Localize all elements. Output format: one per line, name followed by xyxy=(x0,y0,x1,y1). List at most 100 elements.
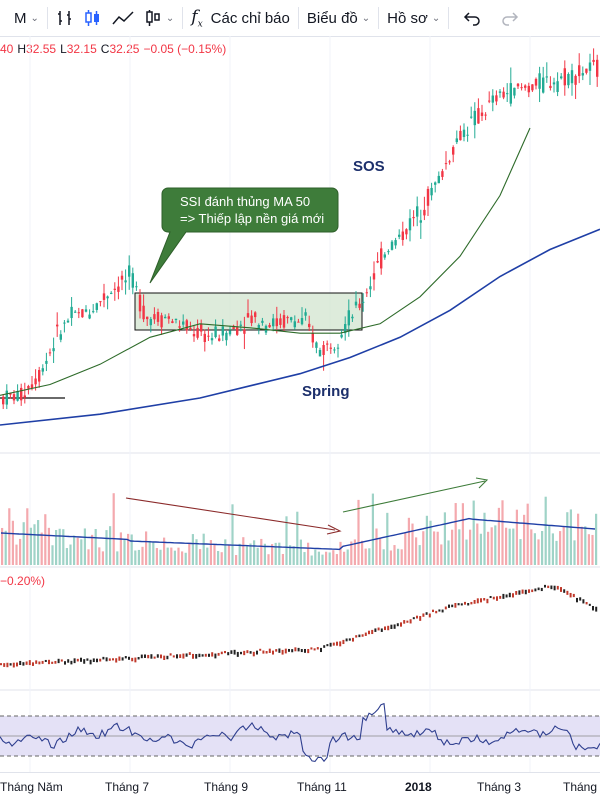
chart-menu-button[interactable]: Biểu đồ ⌄ xyxy=(307,0,370,36)
candle-body xyxy=(588,62,592,71)
line-chart-type-icon[interactable] xyxy=(112,0,134,36)
volume-bar xyxy=(476,523,479,565)
comparison-mark xyxy=(32,662,34,666)
comparison-mark xyxy=(288,648,290,652)
divider xyxy=(182,7,184,29)
comparison-mark xyxy=(73,658,76,664)
chart-canvas[interactable]: SSI đánh thủng MA 50 => Thiếp lập nền gi… xyxy=(0,0,600,772)
change-value: −0.05 (−0.15%) xyxy=(143,42,227,56)
volume-bar xyxy=(249,543,252,565)
candle-body xyxy=(74,311,77,313)
comparison-mark xyxy=(588,603,591,606)
period-button[interactable]: M ⌄ xyxy=(14,0,39,36)
candle-body xyxy=(275,318,278,327)
comparison-mark xyxy=(313,648,316,651)
comparison-mark xyxy=(332,642,335,646)
candle-body xyxy=(480,112,484,116)
volume-bar xyxy=(422,531,425,565)
candle-body xyxy=(41,368,44,372)
candle-body xyxy=(38,370,41,382)
candles-chart-type-icon[interactable] xyxy=(84,0,102,36)
comparison-mark xyxy=(80,657,82,662)
volume-bar xyxy=(213,544,216,565)
volume-bar xyxy=(465,539,468,565)
volume-bar xyxy=(62,529,65,565)
comparison-mark xyxy=(83,659,86,664)
chevron-down-icon: ⌄ xyxy=(165,12,175,24)
high-label: H xyxy=(17,42,27,56)
volume-bar xyxy=(101,551,104,565)
volume-bar xyxy=(541,530,544,565)
comparison-mark xyxy=(124,656,127,659)
comparison-mark xyxy=(387,625,390,631)
volume-bar xyxy=(191,534,194,565)
candle-body xyxy=(286,317,289,319)
volume-bar xyxy=(555,540,558,565)
candle-body xyxy=(329,347,332,349)
candle-body xyxy=(524,85,527,88)
candle-body xyxy=(203,333,206,343)
comparison-mark xyxy=(240,651,242,655)
volume-bar xyxy=(479,533,482,565)
volume-bar xyxy=(202,533,205,565)
comparison-mark xyxy=(108,658,111,661)
indicators-label: Các chỉ báo xyxy=(210,9,290,27)
tick-label: Tháng 11 xyxy=(297,780,347,794)
candle-body xyxy=(272,318,275,327)
volume-bar xyxy=(548,524,551,565)
volume-bar xyxy=(346,549,349,565)
volume-bar xyxy=(429,520,432,565)
comparison-mark xyxy=(233,649,236,655)
candle-body xyxy=(336,347,340,349)
volume-bar xyxy=(137,549,140,565)
volume-bar xyxy=(317,551,320,565)
profile-menu-button[interactable]: Hồ sơ ⌄ xyxy=(387,0,440,36)
comparison-mark xyxy=(60,659,63,662)
time-axis: Tháng Năm Tháng 7 Tháng 9 Tháng 11 2018 … xyxy=(0,772,600,801)
candle-body xyxy=(351,316,354,319)
comparison-mark xyxy=(579,597,582,601)
candle-body xyxy=(164,316,167,319)
chart-menu-label: Biểu đồ xyxy=(306,9,358,27)
candle-body xyxy=(437,175,440,184)
comparison-mark xyxy=(364,632,367,636)
candle-body xyxy=(243,329,246,334)
spring-label: Spring xyxy=(302,383,350,400)
volume-bar xyxy=(595,513,598,565)
indicators-button[interactable]: fx Các chỉ báo xyxy=(191,0,290,36)
comparison-mark xyxy=(92,658,95,663)
volume-bar xyxy=(386,512,389,565)
candle-body xyxy=(23,395,26,398)
comparison-mark xyxy=(380,628,383,632)
comparison-mark xyxy=(534,588,537,592)
redo-icon[interactable] xyxy=(501,0,519,36)
volume-bar xyxy=(569,509,572,565)
candle-body xyxy=(308,323,311,328)
comparison-mark xyxy=(508,592,511,598)
volume-bar xyxy=(105,530,108,565)
volume-bar xyxy=(58,528,61,565)
undo-icon[interactable] xyxy=(463,0,481,36)
candlesticks xyxy=(2,48,599,410)
volume-bar xyxy=(141,546,144,565)
bar-chart-type-icon[interactable] xyxy=(56,0,74,36)
comparison-mark xyxy=(563,589,566,593)
comparison-mark xyxy=(188,652,191,655)
candle-body xyxy=(124,280,127,283)
comparison-mark xyxy=(422,613,425,617)
volume-bar xyxy=(163,537,166,565)
volume-bar xyxy=(235,555,238,565)
volume-bar xyxy=(278,542,281,565)
comparison-mark xyxy=(480,598,482,603)
candle-body xyxy=(387,251,390,253)
candle-body xyxy=(171,321,174,324)
comparison-mark xyxy=(425,612,428,615)
volume-bar xyxy=(116,551,119,565)
volume-bar xyxy=(404,533,407,565)
candle-body xyxy=(430,187,433,196)
hollow-candles-icon[interactable]: ⌄ xyxy=(144,0,174,36)
volume-bar xyxy=(195,539,198,565)
volume-bar xyxy=(19,538,22,565)
comparison-mark xyxy=(112,658,114,661)
comparison-mark xyxy=(515,591,518,595)
